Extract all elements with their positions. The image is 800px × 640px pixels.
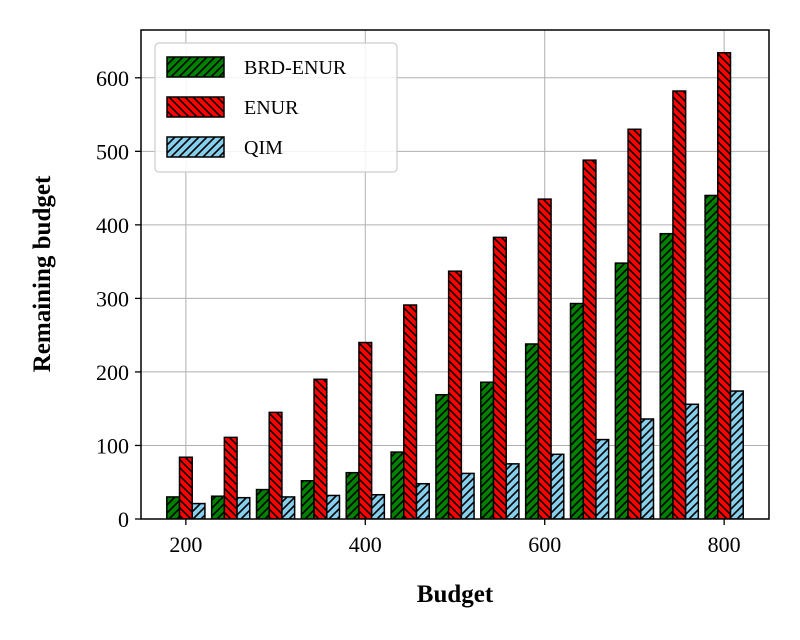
x-tick-label: 600 xyxy=(528,532,561,557)
bar xyxy=(403,304,418,519)
bar xyxy=(627,128,642,519)
bar xyxy=(614,262,629,519)
y-tick-label: 300 xyxy=(96,286,129,311)
series-enur xyxy=(178,52,732,519)
bar xyxy=(255,488,270,519)
bar xyxy=(300,480,315,519)
bar xyxy=(210,495,226,519)
bar xyxy=(582,159,597,519)
legend-item: ENUR xyxy=(166,96,299,119)
bar xyxy=(358,341,373,519)
x-tick-label: 800 xyxy=(708,532,741,557)
bar xyxy=(640,418,655,519)
x-axis-ticks: 200 400 600 800 xyxy=(169,519,741,557)
bar xyxy=(569,302,584,519)
bar xyxy=(537,198,552,519)
bar xyxy=(672,90,687,519)
bar xyxy=(524,343,540,519)
bar xyxy=(191,502,206,519)
y-tick-label: 0 xyxy=(118,507,129,532)
y-axis-title: Remaining budget xyxy=(29,175,56,372)
bar xyxy=(659,232,674,519)
bar xyxy=(223,436,238,519)
legend-item: QIM xyxy=(166,136,283,159)
y-tick-label: 400 xyxy=(96,213,129,238)
bar xyxy=(492,236,507,519)
bar xyxy=(480,381,495,519)
bar xyxy=(326,494,341,519)
legend-swatch xyxy=(166,136,225,158)
bars xyxy=(166,52,744,519)
bar xyxy=(505,463,520,519)
y-tick-label: 100 xyxy=(96,433,129,458)
bar xyxy=(729,390,744,519)
bar xyxy=(345,471,360,519)
bar xyxy=(415,482,430,519)
legend-label: BRD-ENUR xyxy=(244,57,347,79)
bar xyxy=(268,411,283,519)
legend-item: BRD-ENUR xyxy=(166,56,347,79)
x-tick-label: 400 xyxy=(349,532,382,557)
y-axis-ticks: 0 100 200 300 400 500 600 xyxy=(96,66,141,532)
bar xyxy=(178,456,193,519)
bar xyxy=(281,496,296,519)
plot-frame xyxy=(140,29,770,520)
legend-swatch xyxy=(166,56,225,78)
bar xyxy=(717,52,732,519)
legend-swatch xyxy=(166,96,225,118)
y-tick-label: 500 xyxy=(96,139,129,164)
bar xyxy=(550,453,565,519)
x-tick-label: 200 xyxy=(169,532,202,557)
bar xyxy=(704,194,719,519)
bar xyxy=(595,438,610,519)
bar xyxy=(370,493,386,519)
bar xyxy=(313,378,328,519)
bar xyxy=(684,403,700,519)
legend: BRD-ENUR ENUR QIM xyxy=(154,42,398,173)
y-tick-label: 200 xyxy=(96,360,129,385)
legend-label: QIM xyxy=(244,137,283,159)
bar xyxy=(447,270,463,519)
series-qim xyxy=(191,390,744,519)
bar xyxy=(390,451,405,519)
legend-label: ENUR xyxy=(244,97,299,119)
bar xyxy=(166,496,181,519)
bar xyxy=(435,393,450,519)
y-tick-label: 600 xyxy=(96,66,129,91)
bar xyxy=(460,472,475,519)
bar xyxy=(236,496,251,519)
x-axis-title: Budget xyxy=(417,581,494,608)
series-brd-enur xyxy=(166,194,719,519)
